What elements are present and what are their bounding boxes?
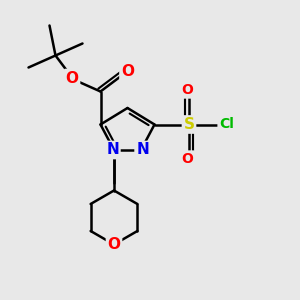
Text: O: O	[107, 237, 121, 252]
Text: O: O	[65, 70, 79, 86]
Text: O: O	[121, 64, 134, 80]
Text: O: O	[182, 83, 194, 97]
Text: O: O	[182, 152, 194, 166]
Text: Cl: Cl	[219, 118, 234, 131]
Text: S: S	[184, 117, 194, 132]
Text: N: N	[106, 142, 119, 158]
Text: N: N	[136, 142, 149, 158]
